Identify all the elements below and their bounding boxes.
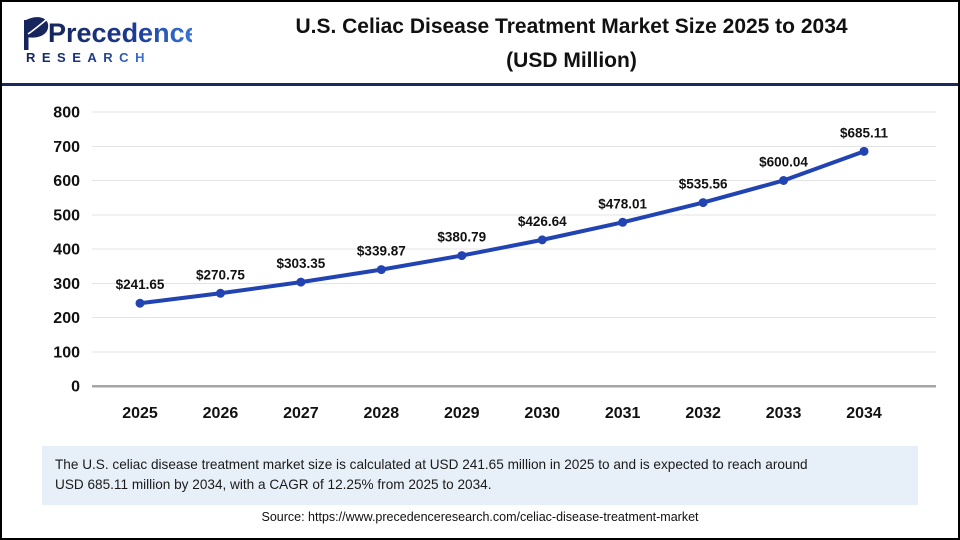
y-tick-label: 100 [53,344,80,361]
data-point-label: $426.64 [518,214,567,229]
y-tick-label: 200 [53,310,80,327]
data-point [215,288,225,298]
x-tick-label: 2033 [766,405,802,422]
logo: Precedence RESEARCH [14,12,200,75]
summary-note: The U.S. celiac disease treatment market… [42,446,918,505]
data-point [376,265,386,275]
data-point-label: $600.04 [759,154,808,169]
source-text: Source: https://www.precedenceresearch.c… [261,510,699,524]
x-tick-label: 2029 [444,405,480,422]
y-tick-label: 600 [53,173,80,190]
x-tick-label: 2032 [685,405,721,422]
summary-note-line1: The U.S. celiac disease treatment market… [55,457,808,472]
chart-svg: 0 100 200 300 400 500 600 700 800 2025 2026 2027 202… [53,105,936,422]
x-tick-label: 2026 [203,405,239,422]
y-tick-label: 0 [71,379,80,396]
chart-title: U.S. Celiac Disease Treatment Market Siz… [197,10,946,77]
data-point-label: $241.65 [116,277,165,292]
series-line [138,149,866,306]
x-tick-label: 2025 [122,405,158,422]
logo-subtext: RESEARCH [26,50,151,65]
data-point-label: $535.56 [679,177,728,192]
data-point [859,146,869,156]
x-tick-label: 2028 [364,405,400,422]
data-point-label: $270.75 [196,267,245,282]
data-point [296,277,306,287]
x-tick-label: 2031 [605,405,641,422]
data-point-label: $380.79 [437,230,486,245]
y-tick-label: 400 [53,242,80,259]
y-tick-label: 800 [53,105,80,122]
data-point [457,251,467,261]
y-tick-label: 300 [53,276,80,293]
x-tick-label: 2034 [846,405,882,422]
data-point [537,235,547,245]
data-point-label: $685.11 [840,125,889,140]
data-point [618,217,628,227]
logo-text: Precedence [48,18,192,48]
logo-leaf-p-icon [24,17,49,50]
x-tick-label: 2030 [524,405,560,422]
chart-title-line2: (USD Million) [506,48,637,72]
header: Precedence RESEARCH U.S. Celiac Disease … [2,2,958,86]
data-point [135,298,145,308]
data-point [698,198,708,208]
data-point [779,175,789,185]
y-tick-label: 700 [53,139,80,156]
x-tick-label: 2027 [283,405,319,422]
precedence-research-logo: Precedence RESEARCH [24,17,200,65]
y-tick-label: 500 [53,207,80,224]
data-point-label: $303.35 [276,256,325,271]
summary-note-line2: USD 685.11 million by 2034, with a CAGR … [55,477,492,493]
chart-area: 0 100 200 300 400 500 600 700 800 2025 2026 2027 202… [2,88,958,440]
data-point-label: $478.01 [598,196,647,211]
data-point-label: $339.87 [357,244,406,259]
chart-title-line1: U.S. Celiac Disease Treatment Market Siz… [295,15,848,38]
